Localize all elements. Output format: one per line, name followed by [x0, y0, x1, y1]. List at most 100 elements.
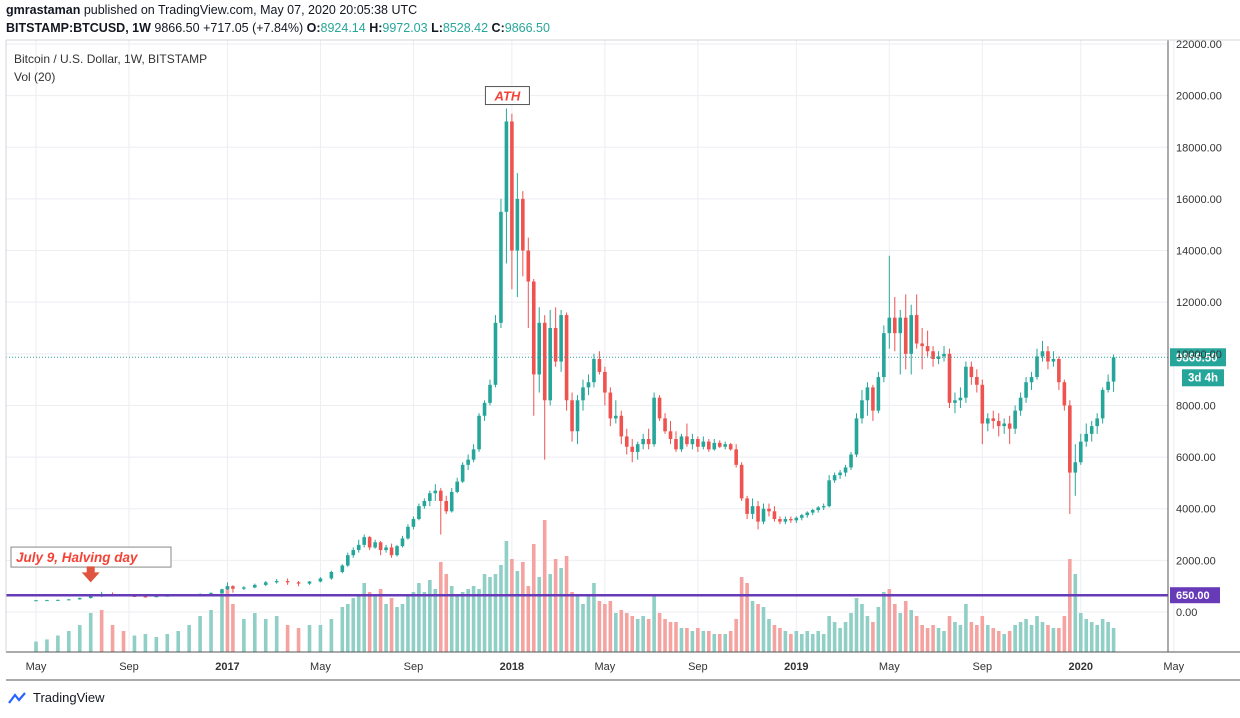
- candle-body[interactable]: [521, 198, 525, 251]
- candle-body[interactable]: [559, 315, 563, 362]
- candle-body[interactable]: [739, 464, 744, 499]
- candle-body[interactable]: [367, 537, 372, 548]
- candle-body[interactable]: [575, 400, 580, 432]
- candle-body[interactable]: [701, 441, 706, 447]
- candle-body[interactable]: [400, 538, 405, 547]
- candle-body[interactable]: [887, 317, 892, 334]
- candle-body[interactable]: [931, 351, 935, 359]
- candle-body[interactable]: [449, 491, 454, 512]
- candle-body[interactable]: [428, 493, 432, 501]
- candle-body[interactable]: [750, 506, 755, 514]
- candle-body[interactable]: [263, 582, 268, 585]
- candle-body[interactable]: [832, 475, 837, 481]
- candle-body[interactable]: [548, 328, 552, 401]
- candle-body[interactable]: [635, 444, 640, 452]
- candle-body[interactable]: [882, 333, 886, 378]
- candle-body[interactable]: [1024, 382, 1028, 398]
- candle-body[interactable]: [340, 565, 345, 572]
- candle-body[interactable]: [231, 586, 235, 589]
- candle-body[interactable]: [996, 420, 1001, 427]
- candle-body[interactable]: [756, 506, 760, 522]
- tradingview-brand[interactable]: TradingView: [8, 690, 105, 705]
- candle-body[interactable]: [696, 439, 700, 447]
- candle-body[interactable]: [531, 281, 536, 375]
- candle-body[interactable]: [685, 436, 689, 445]
- candle-body[interactable]: [663, 418, 667, 432]
- candle-body[interactable]: [373, 542, 377, 548]
- candle-body[interactable]: [482, 402, 487, 416]
- candle-body[interactable]: [843, 467, 848, 473]
- candle-body[interactable]: [821, 506, 826, 508]
- candle-body[interactable]: [903, 317, 908, 354]
- candle-body[interactable]: [789, 519, 793, 521]
- candle-body[interactable]: [1007, 423, 1012, 429]
- candle-body[interactable]: [488, 384, 492, 403]
- candle-body[interactable]: [816, 507, 821, 511]
- candle-body[interactable]: [652, 397, 656, 445]
- candle-body[interactable]: [975, 377, 979, 385]
- candle-body[interactable]: [1046, 351, 1050, 362]
- candle-body[interactable]: [805, 512, 810, 516]
- candle-body[interactable]: [1089, 426, 1094, 434]
- candle-body[interactable]: [537, 322, 542, 375]
- candle-body[interactable]: [860, 400, 864, 419]
- candle-body[interactable]: [646, 439, 651, 445]
- candle-body[interactable]: [570, 400, 574, 432]
- candle-body[interactable]: [1051, 358, 1056, 362]
- candle-body[interactable]: [345, 555, 350, 566]
- candle-body[interactable]: [389, 547, 394, 556]
- candle-body[interactable]: [1084, 433, 1089, 442]
- candle-body[interactable]: [433, 490, 438, 494]
- candle-body[interactable]: [1040, 351, 1045, 357]
- candle-body[interactable]: [56, 599, 60, 601]
- candle-body[interactable]: [1002, 423, 1006, 427]
- candle-body[interactable]: [717, 442, 722, 447]
- candle-body[interactable]: [1073, 462, 1078, 473]
- candle-body[interactable]: [378, 542, 383, 551]
- candle-body[interactable]: [865, 387, 870, 401]
- candle-body[interactable]: [493, 322, 498, 385]
- candle-body[interactable]: [964, 366, 968, 398]
- candle-body[interactable]: [619, 415, 624, 437]
- candle-body[interactable]: [892, 317, 897, 334]
- candle-body[interactable]: [630, 446, 635, 452]
- candle-body[interactable]: [849, 454, 853, 468]
- candle-body[interactable]: [953, 400, 957, 403]
- candle-body[interactable]: [526, 250, 531, 282]
- candle-body[interactable]: [209, 592, 213, 594]
- candle-body[interactable]: [438, 490, 443, 501]
- candle-body[interactable]: [925, 346, 930, 352]
- candle-body[interactable]: [794, 517, 799, 521]
- candle-body[interactable]: [384, 547, 388, 551]
- candle-body[interactable]: [581, 387, 585, 401]
- candle-body[interactable]: [871, 387, 875, 411]
- candle-body[interactable]: [1029, 377, 1034, 383]
- candle-body[interactable]: [624, 436, 629, 447]
- candle-body[interactable]: [477, 415, 481, 450]
- candle-body[interactable]: [1106, 381, 1110, 390]
- candle-body[interactable]: [285, 581, 290, 583]
- candle-body[interactable]: [362, 537, 366, 545]
- candle-body[interactable]: [351, 550, 356, 556]
- candle-body[interactable]: [143, 596, 148, 598]
- candle-body[interactable]: [564, 315, 569, 401]
- candle-body[interactable]: [1013, 410, 1017, 429]
- candle-body[interactable]: [220, 589, 224, 593]
- candle-body[interactable]: [553, 328, 558, 362]
- candle-body[interactable]: [914, 315, 919, 344]
- candle-body[interactable]: [1078, 441, 1083, 463]
- candle-body[interactable]: [608, 392, 613, 419]
- candle-body[interactable]: [242, 587, 246, 589]
- candle-body[interactable]: [958, 397, 963, 401]
- candle-body[interactable]: [253, 584, 257, 588]
- candle-body[interactable]: [67, 599, 71, 601]
- candle-body[interactable]: [947, 353, 952, 403]
- candle-body[interactable]: [969, 366, 974, 378]
- candle-body[interactable]: [614, 415, 618, 419]
- candle-body[interactable]: [898, 317, 903, 334]
- candle-body[interactable]: [444, 500, 449, 512]
- candle-body[interactable]: [761, 508, 766, 522]
- candle-body[interactable]: [422, 500, 427, 507]
- candle-body[interactable]: [395, 546, 399, 556]
